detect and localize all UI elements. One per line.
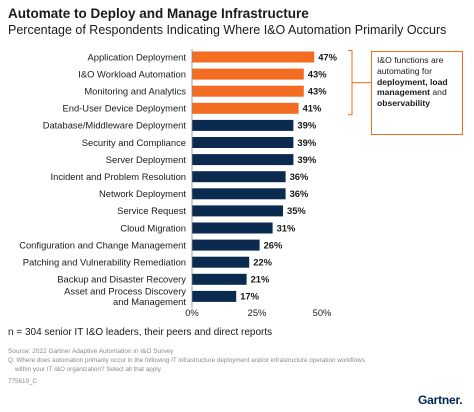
bar-chart: Application Deployment 47% I&O Workload Au… [19,49,371,318]
bar [192,102,299,114]
data-label: 31% [277,222,296,233]
chart-title: Automate to Deploy and Manage Infrastruc… [8,6,309,21]
document-id: 775619_C [8,378,38,385]
bar [192,273,247,285]
category-label: Backup and Disaster Recovery [57,274,186,285]
x-tick-label: 25% [248,307,267,318]
x-tick-label: 50% [313,307,332,318]
category-label: Service Request [117,205,186,216]
data-label: 36% [290,188,309,199]
bar [192,171,286,183]
bar [192,256,250,268]
bar [192,85,304,97]
question-line-1: Q: Where does automation primarily occur… [8,357,365,364]
data-label: 43% [308,86,327,97]
category-label: Network Deployment [99,188,186,199]
data-label: 39% [297,154,316,165]
callout-bracket [348,50,371,116]
bar [192,154,294,166]
category-label: Security and Compliance [82,137,186,148]
question-text: Q: Where does automation primarily occur… [8,357,365,374]
callout-bold-1: deployment, load management [377,76,448,98]
category-label: Asset and Process Discovery and Managemen… [64,285,186,307]
sample-note: n = 304 senior IT I&O leaders, their pee… [8,327,273,338]
category-label: Cloud Migration [120,222,186,233]
data-label: 47% [318,51,337,62]
data-label: 17% [240,291,259,302]
callout-bold-2: observability [377,98,431,109]
data-label: 21% [251,274,270,285]
bar [192,239,260,251]
chart-subtitle: Percentage of Respondents Indicating Whe… [8,23,447,37]
source-text: Source: 2022 Gartner Adaptive Automation… [8,348,174,355]
data-label: 41% [303,103,322,114]
annotation-callout: I&O functions are automating for deploym… [371,51,463,135]
data-label: 43% [308,68,327,79]
category-label: End-User Device Deployment [63,103,187,114]
x-tick-label: 0% [185,307,199,318]
category-label: Server Deployment [106,154,187,165]
data-label: 22% [253,257,272,268]
bar [192,205,283,217]
data-label: 26% [264,239,283,250]
category-label: Incident and Problem Resolution [51,171,187,182]
bar [192,188,286,200]
data-label: 36% [290,171,309,182]
category-label: Configuration and Change Management [19,239,186,250]
data-label: 39% [297,120,316,131]
data-label: 35% [287,205,306,216]
bar [192,119,294,131]
bar [192,51,315,63]
callout-text-middle: and [430,87,447,98]
category-label: Database/Middleware Deployment [43,120,187,131]
category-label: Application Deployment [88,51,187,62]
category-label: Monitoring and Analytics [84,86,186,97]
callout-text-prefix: I&O functions are automating for [377,55,444,76]
question-line-2: within your IT I&O organization? Select … [15,365,163,373]
bar [192,290,237,302]
bar [192,137,294,148]
bar [192,68,304,80]
data-label: 39% [297,137,316,148]
category-label: Patching and Vulnerability Remediation [23,257,186,268]
bar [192,222,273,234]
gartner-logo: Gartner. [418,393,463,407]
category-label: I&O Workload Automation [78,68,186,79]
